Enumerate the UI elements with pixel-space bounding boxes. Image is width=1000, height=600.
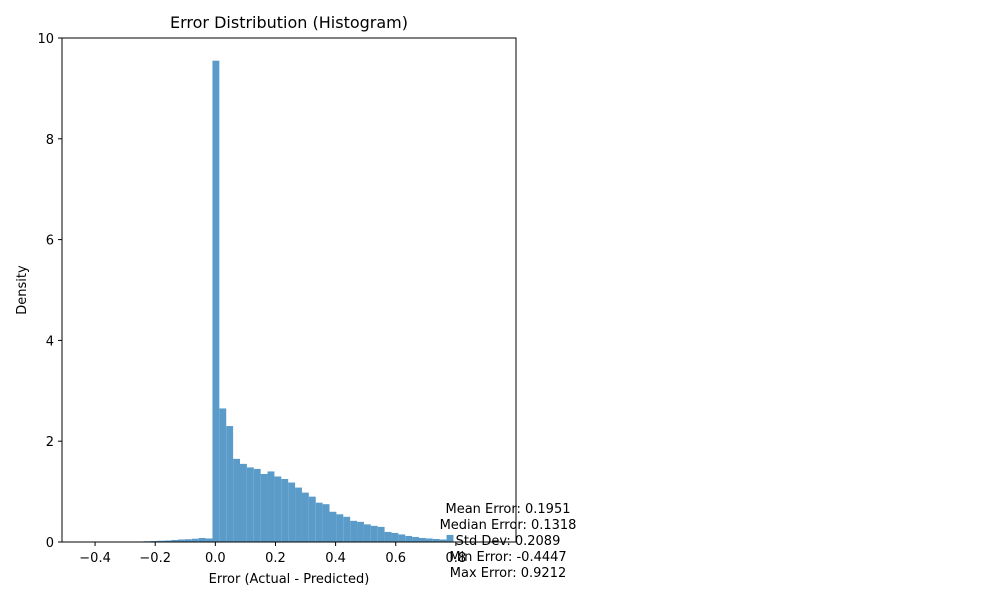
- histogram-bar: [308, 496, 316, 542]
- histogram-bar: [315, 502, 323, 542]
- histogram-bar: [329, 511, 337, 542]
- y-tick-label: 10: [37, 32, 54, 47]
- x-tick-label: 0.6: [385, 551, 406, 566]
- stats-std: Std Dev: 0.2089: [456, 534, 561, 549]
- histogram-bar: [171, 539, 179, 542]
- histogram-bar: [150, 540, 158, 542]
- histogram-bar: [322, 504, 330, 542]
- y-tick-label: 0: [46, 536, 54, 551]
- y-tick-label: 8: [46, 133, 54, 148]
- stats-max: Max Error: 0.9212: [450, 566, 566, 581]
- histogram-bar: [446, 534, 454, 542]
- histogram-bar: [233, 458, 240, 542]
- histogram-bar: [391, 532, 399, 542]
- histogram-bars: [81, 60, 454, 543]
- histogram-bar: [246, 467, 254, 542]
- x-tick-label: 0.2: [265, 551, 286, 566]
- histogram-bar: [425, 538, 433, 542]
- histogram-bar: [267, 471, 275, 542]
- y-axis-label: Density: [15, 265, 30, 315]
- histogram-bar: [432, 538, 440, 542]
- histogram-bar: [439, 539, 447, 542]
- histogram-bar: [295, 487, 302, 542]
- histogram-bar: [164, 540, 172, 542]
- stats-mean: Mean Error: 0.1951: [445, 502, 570, 517]
- histogram-bar: [212, 60, 220, 543]
- histogram-bar: [301, 492, 309, 542]
- histogram-bar: [198, 537, 206, 542]
- stats-median: Median Error: 0.1318: [440, 518, 577, 533]
- histogram-bar: [412, 536, 420, 542]
- histogram-bar: [178, 539, 185, 542]
- histogram-bar: [357, 521, 364, 542]
- histogram-bar: [253, 468, 261, 542]
- histogram-bar: [260, 473, 268, 542]
- histogram-bar: [419, 537, 426, 542]
- histogram-bar: [219, 408, 227, 542]
- y-axis-ticks: 0 2 4 6 8 10: [37, 32, 62, 551]
- histogram-bar: [239, 463, 247, 542]
- x-tick-label: −0.2: [139, 551, 171, 566]
- x-tick-label: 0.8: [446, 551, 467, 566]
- histogram-bar: [288, 482, 296, 542]
- histogram-bar: [384, 531, 392, 542]
- histogram-bar: [226, 426, 234, 542]
- y-tick-label: 6: [46, 234, 54, 249]
- histogram-bar: [191, 538, 199, 542]
- histogram-bar: [274, 476, 282, 542]
- histogram-bar: [370, 525, 378, 542]
- histogram-bar: [281, 479, 289, 542]
- x-tick-label: −0.4: [79, 551, 111, 566]
- stats-annotation: Mean Error: 0.1951 Median Error: 0.1318 …: [440, 502, 577, 581]
- histogram-bar: [184, 539, 192, 542]
- histogram-bar: [336, 514, 344, 542]
- histogram-bar: [205, 538, 213, 542]
- histogram-bar: [343, 516, 351, 542]
- stats-min: Min Error: -0.4447: [449, 550, 566, 565]
- histogram-bar: [398, 534, 406, 542]
- plot-frame: [61, 37, 517, 543]
- histogram-bar: [363, 524, 371, 542]
- histogram-bar: [350, 520, 358, 542]
- x-axis-ticks: −0.4 −0.2 0.0 0.2 0.4 0.6 0.8: [79, 542, 466, 566]
- histogram-bar: [157, 540, 165, 542]
- x-tick-label: 0.4: [325, 551, 346, 566]
- chart-title: Error Distribution (Histogram): [170, 13, 408, 32]
- y-tick-label: 4: [46, 334, 54, 349]
- x-axis-label: Error (Actual - Predicted): [209, 572, 370, 587]
- histogram-bar: [405, 535, 413, 542]
- histogram-bar: [377, 526, 385, 542]
- x-tick-label: 0.0: [205, 551, 226, 566]
- y-tick-label: 2: [46, 435, 54, 450]
